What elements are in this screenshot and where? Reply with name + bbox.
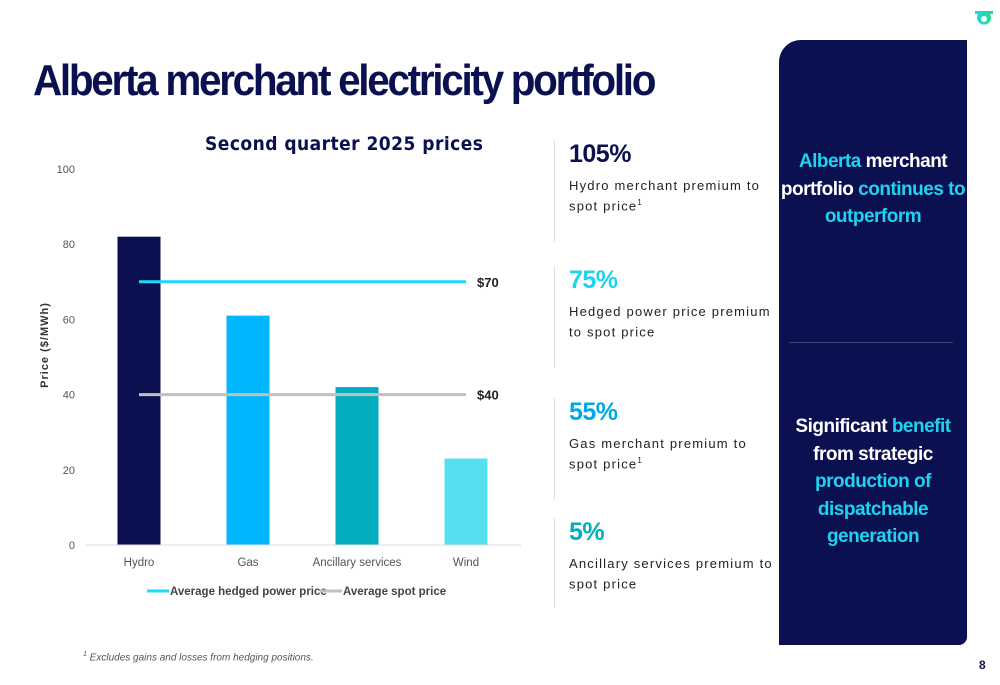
stat-value: 5% — [569, 518, 605, 546]
stat-block: 75% Hedged power price premium to spot pr… — [554, 266, 779, 368]
bar-chart: Price ($/MWh) 0 20 40 60 80 100 $70 $40 Hydro Ga… — [39, 164, 521, 598]
y-tick-label: 0 — [69, 540, 75, 552]
stat-block: 105% Hydro merchant premium to spot price… — [554, 140, 779, 242]
reference-line-label: $70 — [477, 275, 499, 290]
brand-logo-icon — [975, 11, 993, 25]
stat-value: 105% — [569, 140, 631, 168]
bar-hydro — [117, 236, 161, 545]
stat-description: Gas merchant premium to spot price1 — [569, 436, 747, 472]
stat-block: 5% Ancillary services premium to spot pri… — [554, 518, 779, 608]
x-tick-label: Hydro — [124, 557, 155, 569]
stat-block: 55% Gas merchant premium to spot price1 — [554, 398, 779, 500]
highlight-panel: Alberta merchant portfolio continues to … — [779, 40, 967, 645]
bar-wind — [444, 458, 488, 545]
stat-value: 55% — [569, 398, 618, 426]
stat-description: Hedged power price premium to spot price — [569, 304, 771, 340]
legend-label: Average hedged power price — [170, 586, 327, 598]
stat-description: Hydro merchant premium to spot price1 — [569, 178, 761, 214]
panel-message-2: Significant benefit from strategic produ… — [795, 416, 951, 547]
y-tick-label: 100 — [57, 164, 75, 176]
bar-ancillary-services — [335, 387, 379, 545]
y-tick-label: 60 — [63, 314, 75, 326]
stat-value: 75% — [569, 266, 618, 294]
y-tick-label: 80 — [63, 239, 75, 251]
panel-divider — [789, 342, 953, 343]
footnote: 1 Excludes gains and losses from hedging… — [83, 651, 314, 664]
y-tick-label: 20 — [63, 465, 75, 477]
x-tick-label: Wind — [453, 557, 479, 569]
stat-description: Ancillary services premium to spot price — [569, 556, 773, 592]
chart-title: Second quarter 2025 prices — [205, 133, 484, 155]
reference-line-label: $40 — [477, 388, 499, 403]
y-axis-label: Price ($/MWh) — [39, 302, 51, 388]
page-number: 8 — [979, 658, 986, 672]
legend-label: Average spot price — [343, 586, 446, 598]
bar-gas — [226, 315, 270, 545]
x-tick-label: Ancillary services — [313, 557, 402, 569]
panel-message-1: Alberta merchant portfolio continues to … — [780, 151, 966, 227]
page-title: Alberta merchant electricity portfolio — [33, 56, 656, 105]
y-tick-label: 40 — [63, 390, 75, 402]
x-tick-label: Gas — [237, 557, 258, 569]
